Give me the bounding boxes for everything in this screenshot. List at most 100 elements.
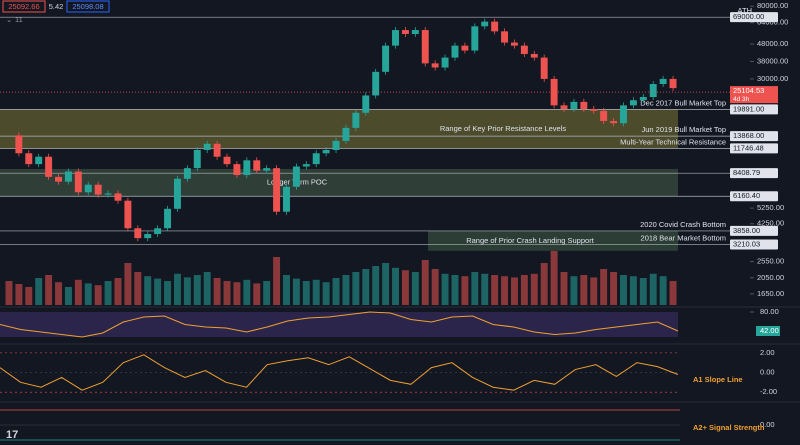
volume-bar [94,285,102,305]
volume-bar [372,266,380,305]
indicator-chevron[interactable]: ⌄ [6,15,12,24]
candle [213,143,221,157]
candle [322,149,330,154]
volume-bar [352,272,360,305]
level-value: 3858.00 [733,226,760,235]
y-tick-label: 4250.00 [757,219,784,228]
volume-bar [401,270,409,305]
spread: 5.42 [49,2,64,11]
candle [45,156,53,177]
ask-box[interactable] [66,0,110,13]
y-tick-label: 1650.00 [757,289,784,298]
level-value: 6160.40 [733,191,760,200]
candle [203,143,211,150]
volume-bar [411,272,419,305]
slope-tick-label: 0.00 [760,367,775,376]
rsi-last: 42.00 [760,326,779,335]
volume-bar [540,263,548,305]
level-value: 13868.00 [733,131,764,140]
candle [183,168,191,179]
volume-bar [173,273,181,305]
candle [263,168,271,171]
volume-bar [64,287,72,305]
candle [64,171,72,182]
volume-bar [114,278,122,305]
candle [659,78,667,85]
candle [104,193,112,195]
volume-bar [669,281,677,305]
candle [610,121,618,124]
volume-bar [362,269,370,305]
candle [461,45,469,51]
pane-title: A2+ Signal Strength [693,423,765,432]
candle [580,101,588,109]
candle [491,21,499,32]
zone-label: Range of Prior Crash Landing Support [466,236,594,245]
volume-bar [570,276,578,305]
candle [590,108,598,111]
countdown: 4d 3h [733,96,750,103]
volume-bar [620,275,627,305]
candle [292,166,300,187]
volume-bar [213,278,221,305]
volume-bar [481,273,489,305]
candle [550,78,558,106]
level-box [730,239,778,250]
candle [25,153,33,165]
bid-box[interactable] [2,0,46,13]
volume-bar [183,277,191,305]
volume-bar [580,275,588,305]
volume-bar [441,273,449,305]
candle [451,45,459,58]
candle [560,105,568,109]
indicator-count[interactable]: 11 [15,15,23,24]
volume-bar [451,275,459,305]
volume-bar [74,279,82,305]
candle [392,30,399,46]
volume-bar [491,275,499,305]
y-tick-label: 80000.00 [757,1,788,10]
candle [600,110,608,122]
candle [35,156,43,165]
candle [411,30,419,34]
candle [114,193,122,201]
volume-bar [84,283,92,305]
candle [144,234,152,239]
candle [629,100,637,106]
candle [669,78,677,89]
volume-bar [322,282,330,305]
volume-bar [649,273,657,305]
candle [421,30,429,64]
volume-bar [530,273,538,305]
candle [372,71,380,96]
level-name: Multi-Year Technical Resistance [620,137,726,146]
candle [273,168,281,212]
candle [481,21,489,27]
candle [223,156,231,165]
signal-tick-label: 0.00 [760,420,775,429]
y-tick-label: 48000.00 [757,39,788,48]
volume-bar [520,275,528,305]
last-price-box [730,86,778,104]
level-value: 11746.48 [733,143,764,152]
candle [401,30,409,34]
logo[interactable]: 17 [6,429,18,441]
volume-bar [639,278,647,305]
rsi-last-box [756,326,780,336]
level-box [730,104,778,115]
volume-bar [193,275,201,305]
candle [283,186,290,212]
volume-bar [124,263,132,305]
level-box [730,131,778,142]
volume-bar [233,282,241,305]
zone [428,230,678,251]
candle [570,101,578,109]
volume-bar [461,276,469,305]
level-value: 69000.00 [733,12,764,21]
candle [154,228,162,235]
candle [253,160,261,171]
volume-bar [421,260,429,305]
level-name: Dec 2017 Bull Market Top [640,98,726,107]
y-tick-label: 38000.00 [757,56,788,65]
